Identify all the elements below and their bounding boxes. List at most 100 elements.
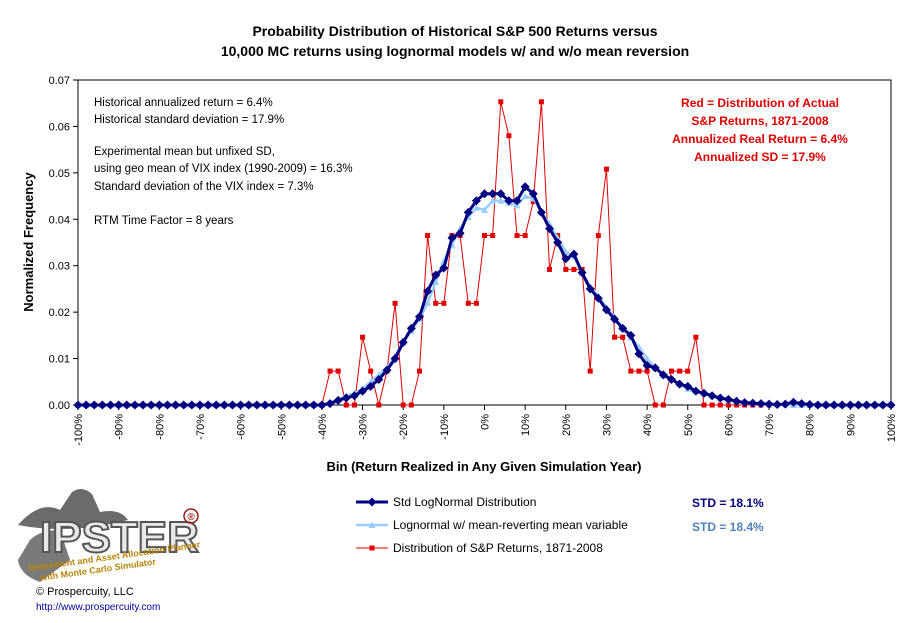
- series-0: [73, 182, 896, 410]
- legend-item-1: Lognormal w/ mean-reverting mean variabl…: [356, 518, 628, 532]
- data-point: [368, 368, 374, 374]
- legend-mr-value: STD = 18.4%: [692, 520, 764, 534]
- data-point: [520, 182, 530, 192]
- x-tick-label: -40%: [317, 414, 329, 440]
- data-point: [797, 399, 807, 409]
- legend-std-value: STD = 18.1%: [692, 496, 764, 510]
- data-point: [252, 400, 262, 410]
- data-point: [740, 398, 750, 408]
- red-note-line1: Red = Distribution of Actual: [681, 96, 839, 110]
- plot-frame: [77, 79, 892, 406]
- data-point: [97, 400, 107, 410]
- data-point: [701, 402, 707, 408]
- chart-title-line1: Probability Distribution of Historical S…: [252, 23, 657, 39]
- data-point: [563, 266, 569, 272]
- data-point: [626, 330, 636, 340]
- data-point: [335, 368, 341, 374]
- plot-area: [77, 79, 892, 406]
- data-point: [406, 323, 416, 333]
- y-tick-label: 0.05: [49, 168, 70, 180]
- x-tick-label: 80%: [805, 414, 817, 436]
- data-point: [685, 368, 691, 374]
- x-axis-title: Bin (Return Realized in Any Given Simula…: [327, 459, 642, 474]
- data-point: [837, 400, 847, 410]
- data-point: [489, 197, 497, 204]
- data-point: [521, 192, 529, 200]
- data-point: [482, 233, 487, 239]
- x-tick-label: 50%: [683, 414, 695, 436]
- data-point: [431, 270, 441, 280]
- data-point: [497, 197, 505, 204]
- data-point: [650, 363, 660, 373]
- data-point: [699, 388, 709, 398]
- data-point: [425, 233, 431, 239]
- red-note-line3: Annualized Real Return = 6.4%: [672, 132, 848, 146]
- data-point: [862, 400, 872, 410]
- legend-items: Std LogNormal Distribution Lognormal w/ m…: [356, 495, 628, 555]
- data-point: [432, 278, 440, 285]
- data-point: [390, 354, 400, 364]
- y-tick-label: 0.07: [49, 75, 70, 87]
- x-tick-label: -80%: [154, 414, 166, 440]
- data-point: [441, 300, 447, 306]
- data-point: [545, 224, 555, 234]
- data-point: [268, 400, 278, 410]
- data-point: [392, 300, 398, 306]
- data-point: [813, 400, 823, 410]
- data-point: [488, 189, 498, 199]
- data-point: [528, 189, 538, 199]
- x-tick-label: -10%: [439, 414, 451, 440]
- data-point: [675, 379, 685, 389]
- data-point: [595, 233, 601, 239]
- data-point: [496, 189, 506, 199]
- series-line: [78, 194, 891, 407]
- data-point: [465, 300, 471, 306]
- data-point: [886, 400, 896, 410]
- data-point: [870, 400, 880, 410]
- x-tick-label: -20%: [398, 414, 410, 440]
- series-layer: [73, 99, 896, 410]
- x-tick-label: 70%: [764, 414, 776, 436]
- data-point: [660, 402, 666, 408]
- data-point: [203, 400, 213, 410]
- data-point: [114, 400, 124, 410]
- data-point: [244, 400, 254, 410]
- x-axis: -100% -90% -80% -70% -60% -50% -40% -30% -20% -10…: [73, 405, 898, 446]
- data-point: [821, 400, 831, 410]
- data-point: [154, 400, 164, 410]
- legend-label: Std LogNormal Distribution: [393, 495, 536, 509]
- data-point: [293, 400, 303, 410]
- data-point: [683, 381, 693, 391]
- data-point: [610, 314, 620, 324]
- note-hist-return: Historical annualized return = 6.4%: [94, 97, 273, 109]
- data-point: [424, 299, 432, 306]
- x-tick-label: 0%: [480, 414, 492, 430]
- data-point: [603, 166, 609, 172]
- data-point: [195, 400, 205, 410]
- data-point: [538, 99, 544, 105]
- legend-item-2: Distribution of S&P Returns, 1871-2008: [356, 541, 603, 555]
- data-point: [455, 228, 465, 238]
- data-point: [447, 233, 457, 243]
- data-point: [414, 312, 424, 322]
- data-point: [472, 204, 480, 211]
- data-point: [146, 400, 156, 410]
- data-point: [219, 400, 229, 410]
- data-point: [593, 293, 603, 303]
- data-point: [658, 370, 668, 380]
- x-tick-label: -30%: [358, 414, 370, 440]
- data-point: [341, 393, 351, 403]
- data-point: [276, 400, 286, 410]
- x-tick-label: 90%: [845, 414, 857, 436]
- hat-icon: [18, 488, 128, 529]
- data-point: [547, 266, 553, 272]
- data-point: [553, 238, 563, 247]
- data-point: [643, 355, 651, 362]
- logo-wordmark: IPSTER: [40, 513, 199, 562]
- data-point: [707, 391, 717, 401]
- website-link[interactable]: http://www.prospercuity.com: [36, 602, 160, 613]
- data-point: [227, 400, 237, 410]
- data-point: [73, 400, 83, 410]
- data-point: [81, 400, 91, 410]
